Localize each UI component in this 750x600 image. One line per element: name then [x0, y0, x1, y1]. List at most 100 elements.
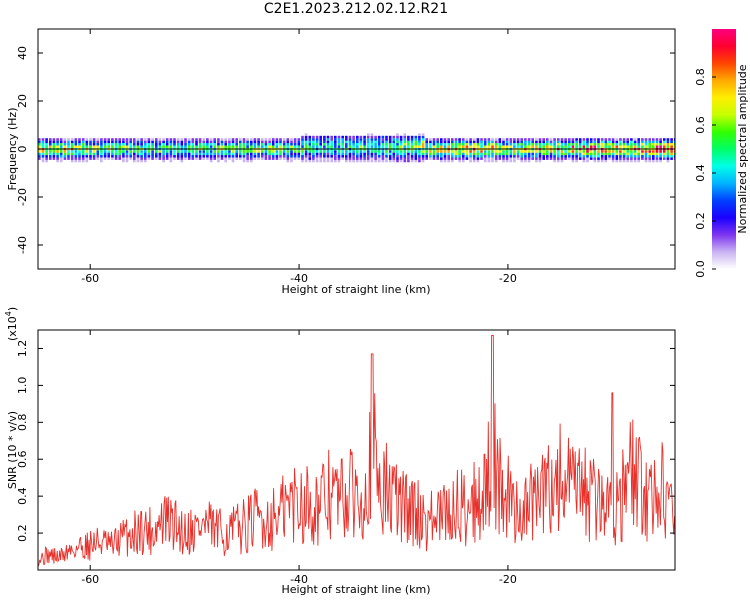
heatmap-cell [41, 143, 45, 146]
heatmap-cell [315, 159, 319, 163]
heatmap-cell [334, 157, 337, 160]
heatmap-cell [257, 157, 260, 160]
heatmap-cell [524, 138, 527, 141]
heatmap-cell [319, 152, 322, 156]
heatmap-cell [187, 152, 191, 156]
heatmap-cell [78, 159, 81, 163]
heatmap-cell [92, 155, 96, 158]
heatmap-cell [158, 157, 162, 160]
heatmap-cell [315, 143, 319, 146]
heatmap-cell [308, 157, 312, 160]
heatmap-cell [301, 155, 304, 158]
heatmap-cell [63, 150, 67, 153]
heatmap-cell [429, 138, 432, 141]
heatmap-cell [374, 143, 377, 146]
heatmap-cell [564, 150, 567, 153]
heatmap-cell [96, 138, 100, 141]
heatmap-cell [337, 138, 341, 141]
heatmap-cell [242, 152, 246, 156]
heatmap-cell [513, 145, 516, 148]
heatmap-cell [359, 145, 363, 148]
heatmap-cell [228, 145, 231, 148]
heatmap-cell [41, 138, 45, 141]
heatmap-cell [92, 140, 96, 144]
heatmap-cell [122, 138, 125, 141]
heatmap-cell [465, 155, 469, 158]
heatmap-cell [385, 150, 388, 153]
heatmap-cell [483, 157, 487, 160]
heatmap-cell [377, 155, 381, 158]
heatmap-cell [103, 152, 107, 156]
heatmap-cell [147, 145, 151, 148]
heatmap-cell [268, 157, 271, 160]
heatmap-cell [381, 145, 385, 148]
heatmap-cell [487, 159, 491, 163]
heatmap-cell [56, 157, 59, 160]
heatmap-cell [524, 143, 527, 146]
heatmap-cell [202, 150, 206, 153]
heatmap-cell [418, 140, 421, 144]
heatmap-cell [158, 138, 162, 141]
heatmap-cell [206, 145, 209, 148]
heatmap-cell [330, 143, 333, 146]
heatmap-cell [425, 150, 428, 153]
heatmap-cell [520, 157, 523, 160]
heatmap-cell [235, 138, 238, 141]
heatmap-cell [337, 145, 341, 148]
heatmap-cell [81, 140, 85, 144]
heatmap-cell [173, 152, 176, 156]
heatmap-cell [575, 157, 578, 160]
heatmap-cell [308, 150, 312, 153]
heatmap-cell [286, 150, 290, 153]
heatmap-cell [366, 140, 370, 144]
heatmap-cell [100, 157, 103, 160]
heatmap-cell [421, 145, 425, 148]
heatmap-cell [483, 152, 487, 156]
heatmap-cell [663, 157, 666, 160]
heatmap-cell [198, 140, 202, 144]
heatmap-cell [549, 143, 553, 146]
heatmap-cell [257, 145, 260, 148]
heatmap-cell [513, 140, 516, 144]
heatmap-cell [70, 140, 74, 144]
heatmap-cell [480, 150, 483, 153]
heatmap-cell [89, 152, 92, 156]
heatmap-cell [421, 159, 425, 163]
heatmap-cell [670, 140, 673, 144]
x-tick-label: -60 [81, 272, 99, 285]
heatmap-cell [630, 159, 633, 163]
heatmap-cell [165, 155, 169, 158]
heatmap-cell [125, 152, 129, 156]
heatmap-cell [246, 159, 249, 163]
heatmap-cell [114, 143, 118, 146]
heatmap-cell [399, 138, 403, 141]
heatmap-cell [593, 150, 597, 153]
heatmap-cell [301, 152, 304, 156]
heatmap-cell [366, 145, 370, 148]
heatmap-cell [136, 138, 140, 141]
heatmap-cell [396, 143, 399, 146]
heatmap-cell [345, 138, 348, 141]
heatmap-cell [644, 140, 648, 144]
heatmap-cell [345, 143, 348, 146]
heatmap-cell [319, 138, 322, 141]
heatmap-cell [125, 159, 129, 163]
heatmap-cell [268, 150, 271, 153]
heatmap-cell [440, 150, 443, 153]
heatmap-cell [644, 143, 648, 146]
heatmap-cell [443, 157, 447, 160]
heatmap-cell [524, 140, 527, 144]
heatmap-cell [502, 159, 505, 163]
heatmap-cell [220, 150, 224, 153]
heatmap-cell [385, 157, 388, 160]
heatmap-cell [246, 140, 249, 144]
heatmap-cell [169, 150, 173, 153]
heatmap-cell [414, 157, 418, 160]
heatmap-cell [209, 145, 213, 148]
heatmap-cell [407, 152, 410, 156]
heatmap-cell [74, 155, 78, 158]
heatmap-cell [578, 150, 582, 153]
y-tick-label: -40 [16, 236, 29, 254]
heatmap-cell [228, 157, 231, 160]
heatmap-cell [659, 143, 662, 146]
